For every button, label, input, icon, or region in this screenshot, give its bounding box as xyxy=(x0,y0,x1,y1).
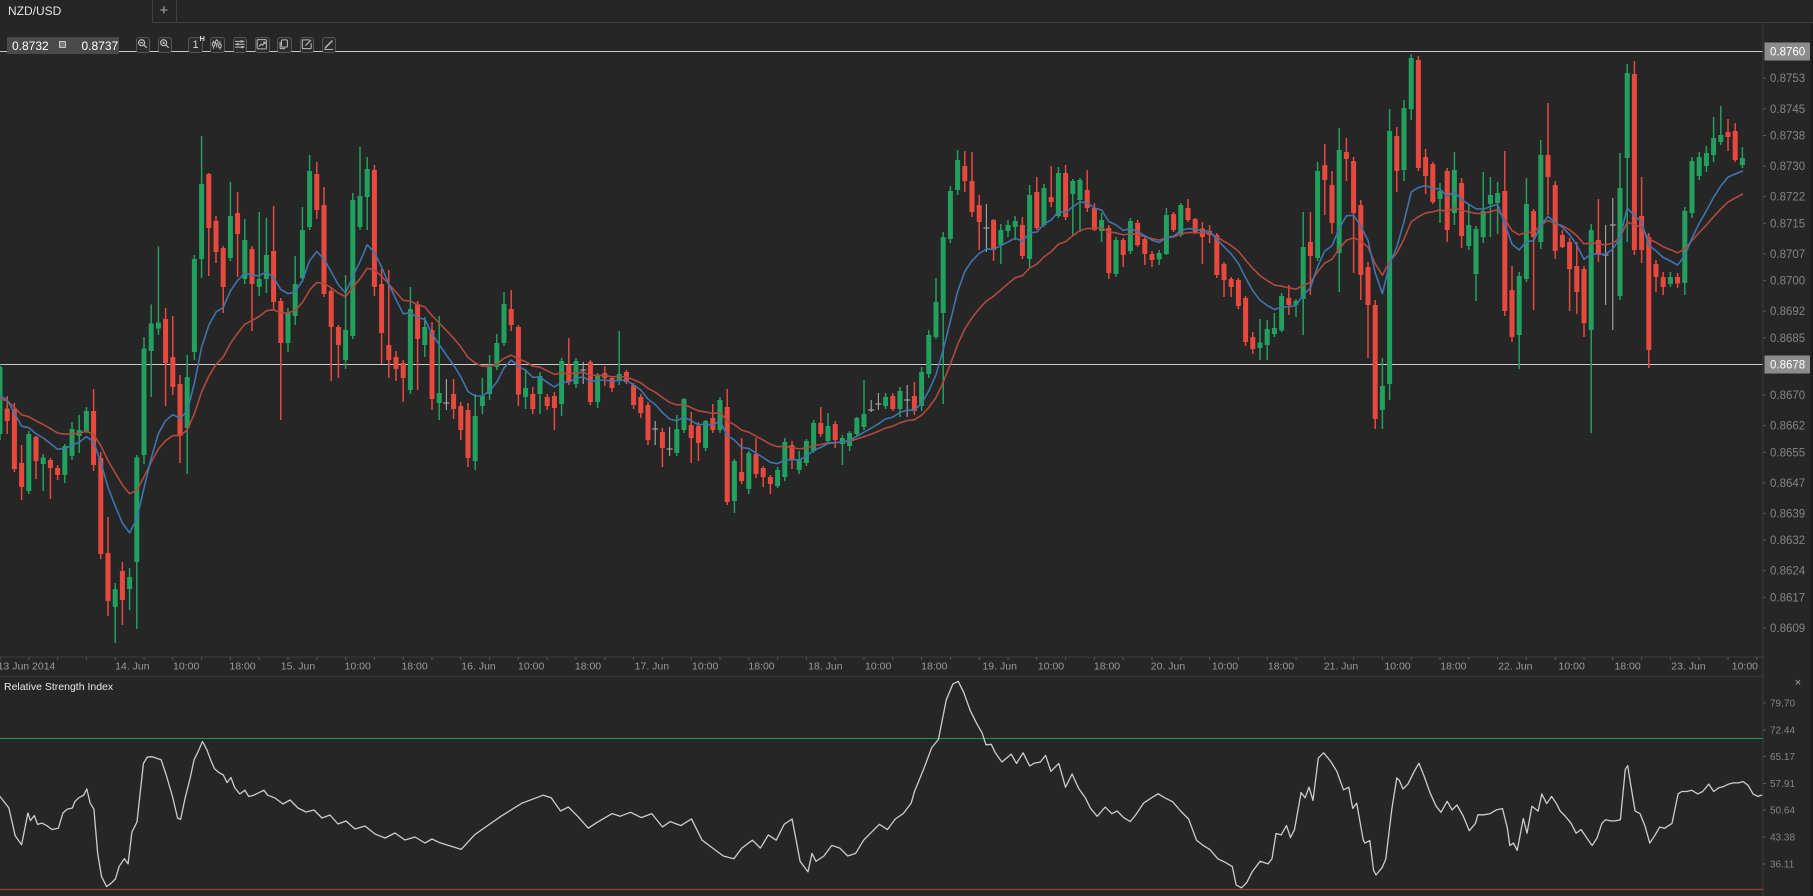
svg-text:10:00: 10:00 xyxy=(865,661,891,673)
svg-text:0.8722: 0.8722 xyxy=(1770,192,1805,204)
svg-text:10:00: 10:00 xyxy=(173,661,199,673)
svg-text:23. Jun: 23. Jun xyxy=(1671,661,1706,673)
svg-text:0.8700: 0.8700 xyxy=(1770,276,1805,288)
svg-text:×: × xyxy=(1795,677,1801,689)
svg-text:0.8707: 0.8707 xyxy=(1770,249,1805,261)
svg-text:0.8685: 0.8685 xyxy=(1770,333,1805,345)
svg-text:10:00: 10:00 xyxy=(1384,661,1410,673)
svg-text:0.8745: 0.8745 xyxy=(1770,104,1805,116)
svg-text:0.8662: 0.8662 xyxy=(1770,421,1805,433)
svg-text:18. Jun: 18. Jun xyxy=(808,661,843,673)
svg-text:15. Jun: 15. Jun xyxy=(281,661,316,673)
svg-text:16. Jun: 16. Jun xyxy=(461,661,496,673)
svg-text:13 Jun 2014: 13 Jun 2014 xyxy=(0,661,56,673)
svg-text:18:00: 18:00 xyxy=(575,661,601,673)
svg-text:10:00: 10:00 xyxy=(1559,661,1585,673)
svg-text:10:00: 10:00 xyxy=(1732,661,1758,673)
svg-text:0.8655: 0.8655 xyxy=(1770,447,1805,459)
svg-text:10:00: 10:00 xyxy=(345,661,371,673)
svg-text:18:00: 18:00 xyxy=(229,661,255,673)
svg-text:79.70: 79.70 xyxy=(1770,699,1795,710)
svg-text:50.64: 50.64 xyxy=(1770,806,1795,817)
svg-text:0.8760: 0.8760 xyxy=(1770,47,1805,59)
svg-text:0.8624: 0.8624 xyxy=(1770,566,1806,578)
svg-text:0.8609: 0.8609 xyxy=(1770,623,1805,635)
svg-text:10:00: 10:00 xyxy=(518,661,544,673)
svg-text:65.17: 65.17 xyxy=(1770,752,1795,763)
svg-text:0.8715: 0.8715 xyxy=(1770,218,1805,230)
svg-text:0.8753: 0.8753 xyxy=(1770,73,1805,85)
svg-text:14. Jun: 14. Jun xyxy=(115,661,150,673)
svg-text:18:00: 18:00 xyxy=(1440,661,1466,673)
svg-text:18:00: 18:00 xyxy=(401,661,427,673)
svg-text:21. Jun: 21. Jun xyxy=(1324,661,1359,673)
svg-text:72.44: 72.44 xyxy=(1770,726,1795,737)
svg-text:18:00: 18:00 xyxy=(1614,661,1640,673)
svg-text:0.8670: 0.8670 xyxy=(1770,390,1805,402)
svg-text:Relative Strength Index: Relative Strength Index xyxy=(4,681,114,693)
svg-text:0.8738: 0.8738 xyxy=(1770,131,1805,143)
svg-text:0.8692: 0.8692 xyxy=(1770,306,1805,318)
svg-text:36.11: 36.11 xyxy=(1770,860,1795,871)
svg-text:0.8730: 0.8730 xyxy=(1770,161,1805,173)
svg-text:18:00: 18:00 xyxy=(748,661,774,673)
svg-text:57.91: 57.91 xyxy=(1770,779,1795,790)
svg-text:0.8678: 0.8678 xyxy=(1770,360,1805,372)
svg-text:19. Jun: 19. Jun xyxy=(982,661,1017,673)
svg-text:10:00: 10:00 xyxy=(1212,661,1238,673)
svg-text:0.8617: 0.8617 xyxy=(1770,592,1805,604)
svg-text:17. Jun: 17. Jun xyxy=(635,661,670,673)
svg-text:22. Jun: 22. Jun xyxy=(1498,661,1533,673)
svg-text:0.8647: 0.8647 xyxy=(1770,478,1805,490)
svg-text:18:00: 18:00 xyxy=(921,661,947,673)
svg-text:18:00: 18:00 xyxy=(1094,661,1120,673)
svg-text:10:00: 10:00 xyxy=(692,661,718,673)
svg-text:0.8639: 0.8639 xyxy=(1770,508,1805,520)
svg-text:43.38: 43.38 xyxy=(1770,833,1795,844)
svg-text:10:00: 10:00 xyxy=(1038,661,1064,673)
svg-text:18:00: 18:00 xyxy=(1268,661,1294,673)
svg-text:20. Jun: 20. Jun xyxy=(1151,661,1186,673)
svg-text:0.8632: 0.8632 xyxy=(1770,535,1805,547)
